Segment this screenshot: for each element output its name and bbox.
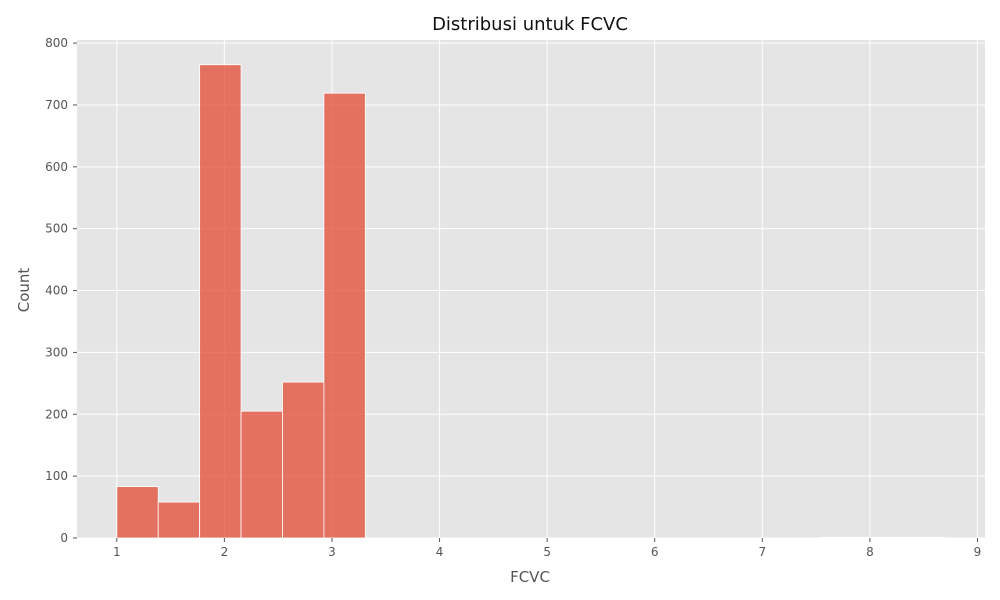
x-tick-label: 5 — [543, 545, 551, 559]
grid-lines — [77, 40, 985, 539]
y-tick-label: 400 — [45, 284, 68, 298]
y-tick-label: 300 — [45, 345, 68, 359]
x-axis-ticks: 1 2 3 4 5 6 7 8 9 — [113, 538, 981, 559]
y-tick-label: 200 — [45, 407, 68, 421]
histogram-bars — [116, 64, 946, 539]
y-tick-label: 600 — [45, 160, 68, 174]
x-tick-label: 9 — [974, 545, 982, 559]
histogram-bar — [903, 536, 946, 539]
x-tick-label: 6 — [651, 545, 659, 559]
histogram-bar — [199, 64, 242, 539]
y-axis-ticks: 0 100 200 300 400 500 600 700 800 — [45, 36, 77, 545]
x-tick-label: 2 — [221, 545, 229, 559]
y-tick-label: 100 — [45, 469, 68, 483]
x-tick-label: 1 — [113, 545, 121, 559]
histogram-bar — [157, 501, 201, 539]
y-tick-label: 800 — [45, 36, 68, 50]
x-tick-label: 3 — [328, 545, 336, 559]
x-tick-label: 8 — [866, 545, 874, 559]
histogram-bar — [861, 536, 905, 539]
x-tick-label: 7 — [758, 545, 766, 559]
histogram-bar — [240, 410, 283, 539]
histogram-bar — [116, 486, 159, 539]
histogram-bar — [820, 536, 863, 539]
y-tick-label: 0 — [60, 531, 68, 545]
x-tick-label: 4 — [436, 545, 444, 559]
y-axis-label: Count — [15, 268, 33, 313]
histogram-bar — [282, 381, 325, 539]
x-axis-label: FCVC — [510, 568, 550, 586]
y-tick-label: 500 — [45, 222, 68, 236]
chart-title: Distribusi untuk FCVC — [432, 14, 628, 35]
y-tick-label: 700 — [45, 98, 68, 112]
histogram-bar — [323, 92, 366, 539]
